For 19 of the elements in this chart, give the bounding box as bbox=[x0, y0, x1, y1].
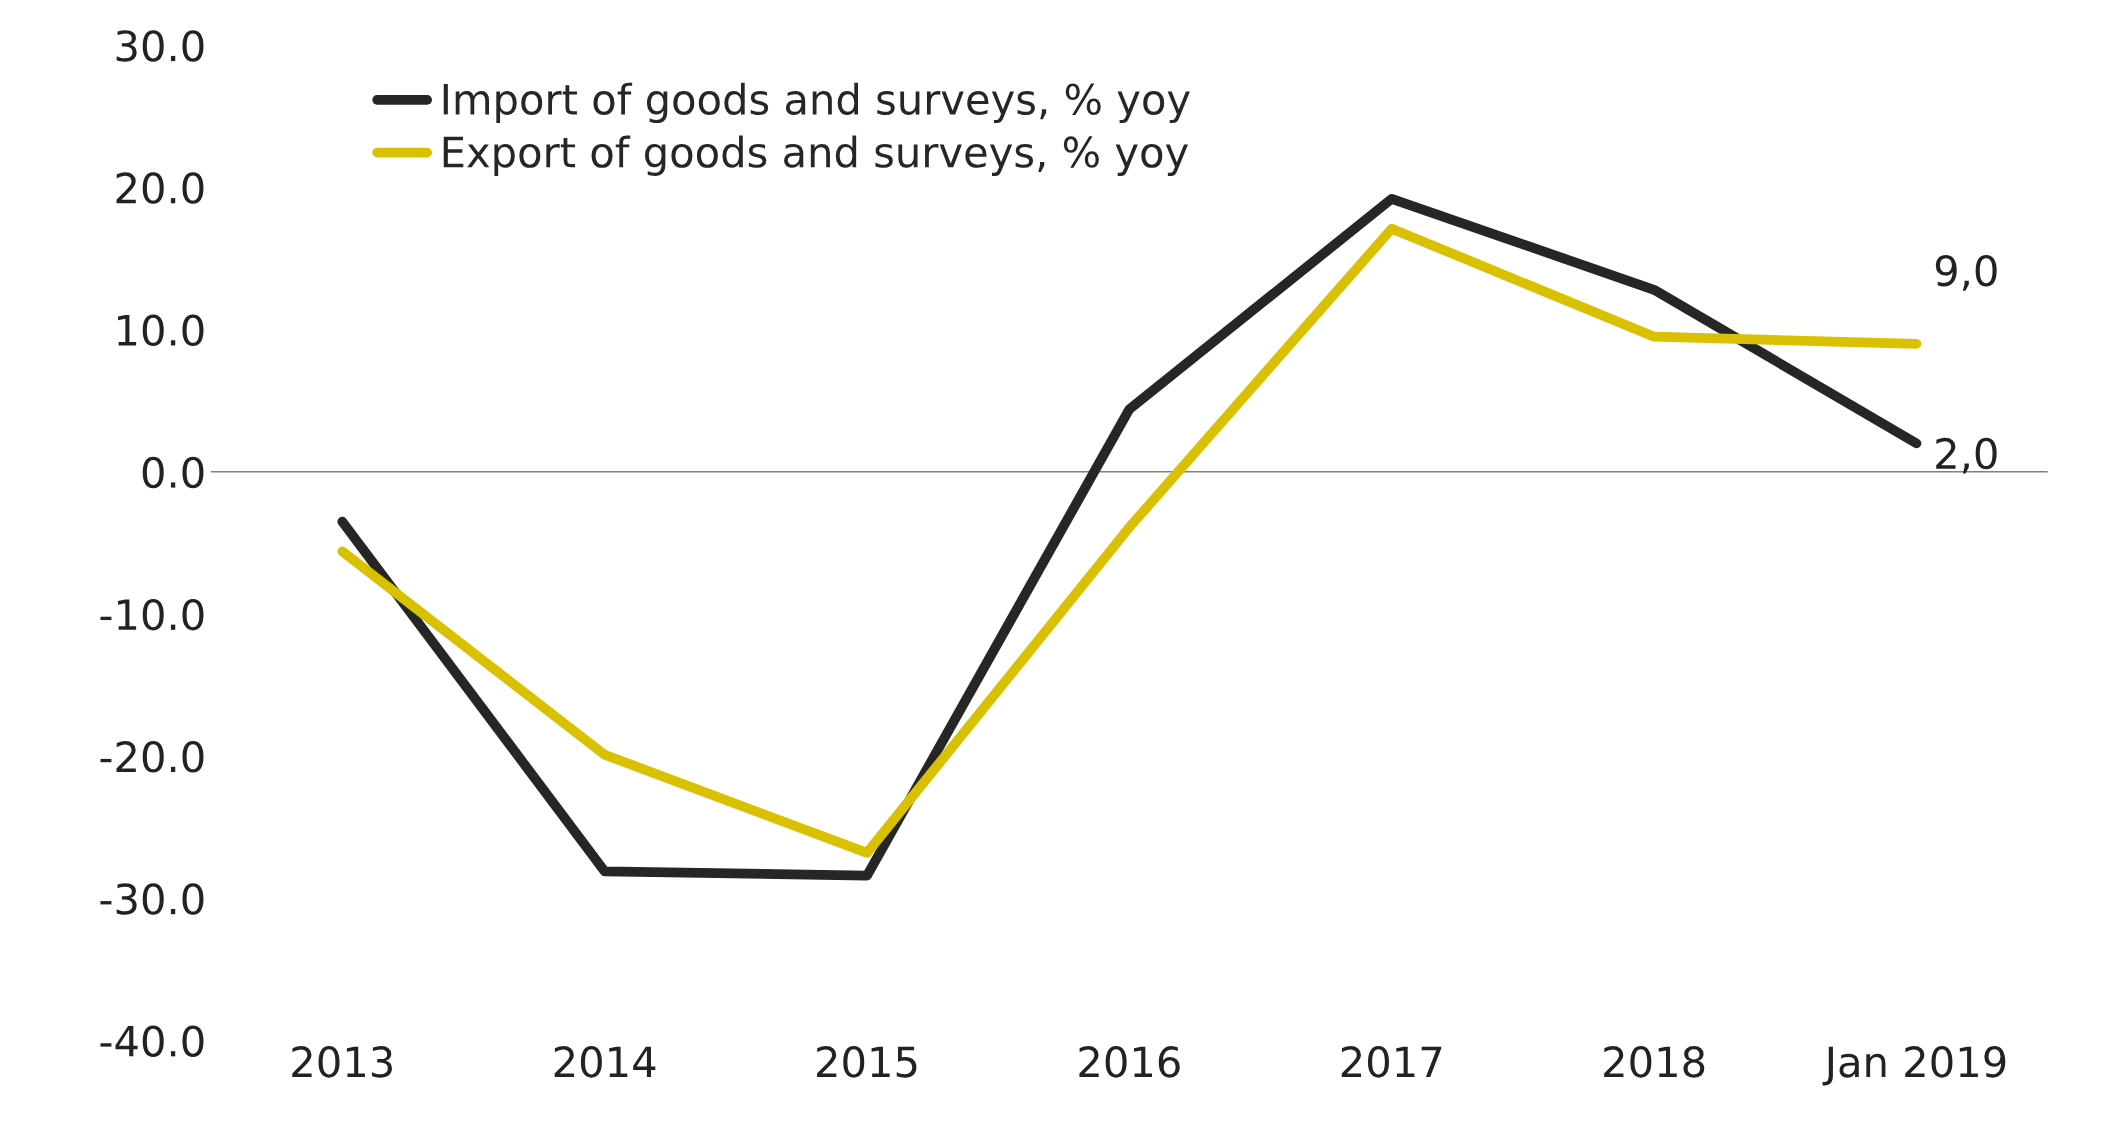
x-tick-label: 2018 bbox=[1604, 1046, 1705, 1078]
x-tick-label: 2017 bbox=[1341, 1046, 1442, 1078]
y-tick-label: -40.0 bbox=[100, 1025, 204, 1057]
y-tick-label: -20.0 bbox=[100, 741, 204, 773]
y-tick-label: 30.0 bbox=[116, 30, 204, 62]
x-tick-label: 2013 bbox=[292, 1046, 392, 1078]
x-tick-label: 2015 bbox=[817, 1046, 917, 1078]
x-tick-label: 2016 bbox=[1079, 1046, 1180, 1078]
x-tick-label: Jan 2019 bbox=[1822, 1046, 2006, 1086]
data-label: 2,0 bbox=[1936, 437, 1997, 474]
y-tick-label: -10.0 bbox=[100, 598, 204, 631]
x-tick-label: 2014 bbox=[554, 1046, 656, 1078]
legend-label: Import of goods and surveys, % yoy bbox=[443, 82, 1190, 124]
y-tick-label: 20.0 bbox=[116, 172, 204, 204]
y-tick-label: -30.0 bbox=[100, 883, 204, 915]
y-tick-label: 0.0 bbox=[142, 456, 204, 489]
data-label: 9,0 bbox=[1935, 254, 1997, 291]
y-tick-label: 10.0 bbox=[118, 314, 204, 347]
legend-label: Export of goods and surveys, % yoy bbox=[443, 135, 1188, 176]
